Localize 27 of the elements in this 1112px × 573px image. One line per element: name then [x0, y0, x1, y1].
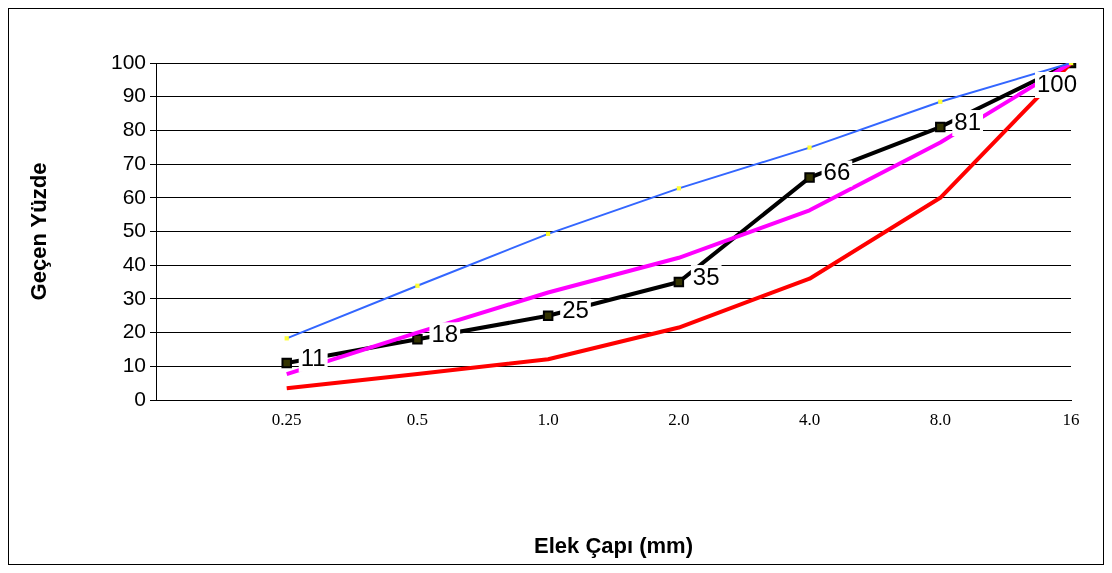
x-tick-label: 1.0: [537, 409, 559, 429]
y-tick-label: 30: [122, 285, 146, 309]
x-tick-label: 0.25: [271, 409, 302, 429]
data-label: 66: [823, 158, 851, 186]
y-tick-label: 80: [122, 117, 146, 141]
data-label: 18: [431, 319, 459, 347]
x-tick-label: 2.0: [668, 409, 690, 429]
y-tick-label: 60: [122, 184, 146, 208]
y-tick-label: 100: [110, 49, 146, 73]
y-tick-label: 70: [122, 150, 146, 174]
y-tick-label: 40: [122, 252, 146, 275]
y-tick-label: 0: [134, 386, 146, 410]
data-label: 81: [954, 107, 981, 135]
y-tick-label: 50: [122, 218, 146, 242]
x-tick-label: 4.0: [798, 409, 821, 429]
x-tick-label: 16: [1062, 409, 1080, 429]
data-label: 100: [1036, 69, 1078, 97]
y-tick-label: 10: [122, 353, 146, 377]
x-tick-label: 0.5: [406, 409, 429, 429]
data-label: 25: [562, 296, 589, 324]
data-label: 11: [300, 343, 326, 371]
x-axis-title: Elek Çapı (mm): [534, 532, 693, 558]
y-tick-label: 20: [122, 319, 146, 343]
y-tick-label: 90: [122, 83, 146, 107]
x-tick-label: 8.0: [929, 409, 951, 429]
y-axis-title: Geçen Yüzde: [26, 162, 52, 301]
data-label: 35: [692, 262, 720, 290]
